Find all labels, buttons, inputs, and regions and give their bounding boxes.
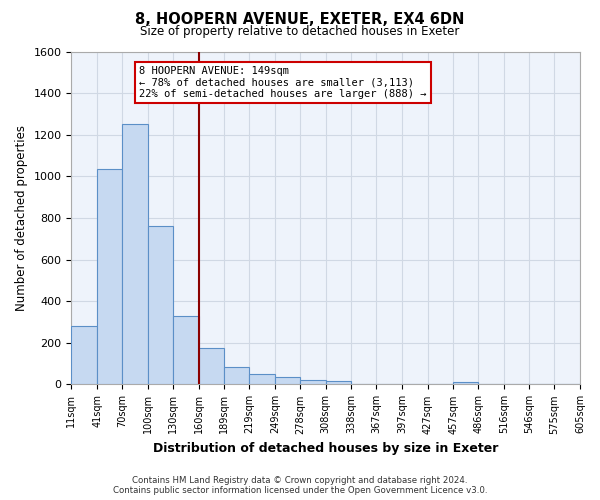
Bar [300,380,326,384]
Bar [122,124,148,384]
Text: 8 HOOPERN AVENUE: 149sqm
← 78% of detached houses are smaller (3,113)
22% of sem: 8 HOOPERN AVENUE: 149sqm ← 78% of detach… [139,66,427,100]
Bar [199,348,224,385]
Bar [148,226,173,384]
Bar [224,367,250,384]
Bar [275,376,300,384]
Text: Contains public sector information licensed under the Open Government Licence v3: Contains public sector information licen… [113,486,487,495]
Bar [173,316,199,384]
Bar [97,169,122,384]
Text: Size of property relative to detached houses in Exeter: Size of property relative to detached ho… [140,25,460,38]
Bar [71,326,97,384]
Bar [250,374,275,384]
X-axis label: Distribution of detached houses by size in Exeter: Distribution of detached houses by size … [153,442,499,455]
Text: Contains HM Land Registry data © Crown copyright and database right 2024.: Contains HM Land Registry data © Crown c… [132,476,468,485]
Y-axis label: Number of detached properties: Number of detached properties [15,125,28,311]
Bar [453,382,478,384]
Text: 8, HOOPERN AVENUE, EXETER, EX4 6DN: 8, HOOPERN AVENUE, EXETER, EX4 6DN [136,12,464,28]
Bar [326,382,352,384]
